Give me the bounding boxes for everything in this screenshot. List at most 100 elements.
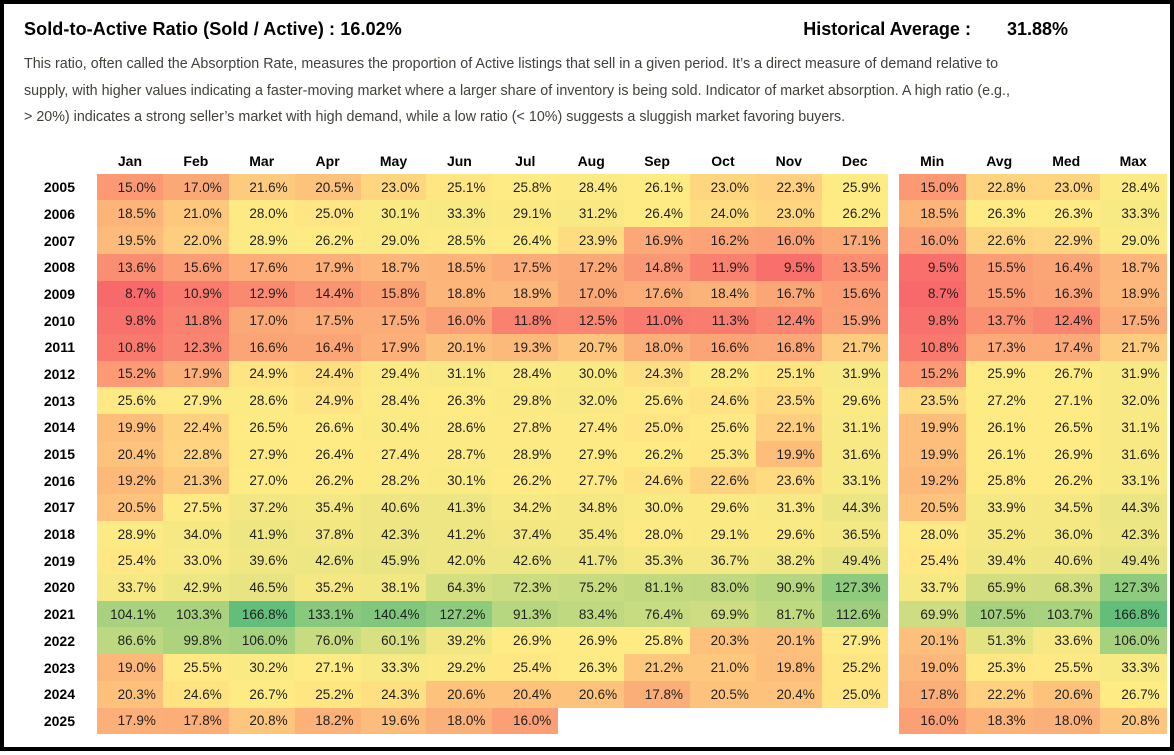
heatmap-cell[interactable]: 42.9% [162, 574, 229, 601]
heatmap-cell[interactable]: 21.2% [624, 654, 691, 681]
heatmap-cell[interactable]: 12.4% [755, 307, 822, 334]
heatmap-cell[interactable]: 64.3% [426, 574, 493, 601]
heatmap-cell[interactable]: 21.0% [690, 654, 756, 681]
heatmap-cell[interactable]: 106.0% [228, 627, 295, 655]
heatmap-cell[interactable]: 31.1% [426, 360, 493, 388]
heatmap-cell[interactable]: 27.5% [162, 494, 229, 521]
heatmap-cell[interactable]: 26.1% [965, 413, 1033, 441]
heatmap-cell[interactable]: 42.3% [1099, 520, 1167, 548]
heatmap-cell[interactable]: 12.5% [558, 307, 625, 334]
heatmap-cell[interactable]: 33.3% [360, 654, 427, 681]
heatmap-cell[interactable]: 30.4% [360, 413, 427, 441]
heatmap-cell[interactable]: 31.9% [821, 360, 888, 388]
heatmap-cell[interactable]: 17.9% [294, 253, 361, 281]
heatmap-cell[interactable]: 8.7% [97, 280, 163, 308]
heatmap-cell[interactable]: 31.3% [755, 494, 822, 521]
heatmap-cell[interactable]: 15.0% [898, 173, 966, 201]
heatmap-cell[interactable]: 17.0% [558, 280, 625, 308]
heatmap-cell[interactable]: 127.3% [821, 574, 888, 601]
heatmap-cell[interactable]: 18.8% [426, 280, 493, 308]
heatmap-cell[interactable]: 12.3% [162, 333, 229, 361]
heatmap-cell[interactable]: 30.1% [426, 467, 493, 495]
heatmap-cell[interactable]: 28.0% [898, 520, 966, 548]
heatmap-cell[interactable]: 16.3% [1032, 280, 1100, 308]
heatmap-cell[interactable]: 18.4% [690, 280, 756, 308]
heatmap-cell[interactable]: 21.0% [162, 200, 229, 228]
heatmap-cell[interactable]: 20.5% [898, 494, 966, 521]
heatmap-cell[interactable]: 19.9% [898, 440, 966, 468]
heatmap-cell[interactable]: 24.6% [690, 387, 756, 414]
row-header-year[interactable]: 2019 [43, 552, 75, 569]
heatmap-cell[interactable]: 44.3% [1099, 494, 1167, 521]
heatmap-cell[interactable]: 37.2% [228, 494, 295, 521]
heatmap-cell[interactable]: 26.9% [558, 627, 625, 655]
heatmap-cell[interactable]: 19.9% [898, 413, 966, 441]
heatmap-cell[interactable]: 86.6% [97, 627, 163, 655]
heatmap-cell[interactable]: 26.4% [294, 440, 361, 468]
heatmap-cell[interactable]: 16.8% [755, 333, 822, 361]
heatmap-cell[interactable]: 18.5% [426, 253, 493, 281]
heatmap-cell[interactable]: 16.6% [228, 333, 295, 361]
heatmap-cell[interactable]: 140.4% [360, 600, 427, 628]
heatmap-cell[interactable]: 42.0% [426, 547, 493, 575]
heatmap-cell[interactable]: 17.8% [898, 680, 966, 708]
heatmap-cell[interactable] [624, 707, 691, 735]
column-header-max[interactable]: Max [1119, 152, 1147, 169]
heatmap-cell[interactable]: 30.1% [360, 200, 427, 228]
heatmap-cell[interactable]: 28.4% [492, 360, 559, 388]
heatmap-cell[interactable]: 22.0% [162, 227, 229, 254]
column-header-sep[interactable]: Sep [644, 152, 670, 169]
heatmap-cell[interactable]: 41.7% [558, 547, 625, 575]
heatmap-cell[interactable] [558, 707, 625, 735]
heatmap-cell[interactable]: 16.4% [1032, 253, 1100, 281]
heatmap-cell[interactable]: 69.9% [898, 600, 966, 628]
heatmap-cell[interactable]: 20.4% [492, 680, 559, 708]
heatmap-cell[interactable]: 26.2% [1032, 467, 1100, 495]
heatmap-cell[interactable]: 33.7% [97, 574, 163, 601]
heatmap-cell[interactable]: 25.5% [162, 654, 229, 681]
heatmap-cell[interactable]: 15.6% [162, 253, 229, 281]
heatmap-cell[interactable]: 10.9% [162, 280, 229, 308]
heatmap-cell[interactable]: 26.1% [965, 440, 1033, 468]
heatmap-cell[interactable]: 29.6% [821, 387, 888, 414]
heatmap-cell[interactable]: 39.2% [426, 627, 493, 655]
heatmap-cell[interactable]: 22.2% [965, 680, 1033, 708]
heatmap-cell[interactable]: 17.5% [360, 307, 427, 334]
heatmap-cell[interactable]: 19.5% [97, 227, 163, 254]
heatmap-cell[interactable]: 29.0% [1099, 227, 1167, 254]
heatmap-cell[interactable]: 75.2% [558, 574, 625, 601]
heatmap-cell[interactable]: 39.6% [228, 547, 295, 575]
heatmap-cell[interactable]: 17.9% [360, 333, 427, 361]
column-header-jan[interactable]: Jan [117, 152, 142, 169]
heatmap-cell[interactable]: 26.1% [624, 173, 691, 201]
heatmap-cell[interactable]: 18.7% [1099, 253, 1167, 281]
heatmap-cell[interactable]: 19.2% [898, 467, 966, 495]
heatmap-cell[interactable]: 16.9% [624, 227, 691, 254]
heatmap-cell[interactable]: 17.8% [624, 680, 691, 708]
heatmap-cell[interactable]: 33.0% [162, 547, 229, 575]
row-header-year[interactable]: 2013 [43, 392, 75, 409]
heatmap-cell[interactable]: 23.0% [1032, 173, 1100, 201]
heatmap-cell[interactable]: 27.7% [558, 467, 625, 495]
heatmap-cell[interactable]: 25.4% [492, 654, 559, 681]
heatmap-cell[interactable]: 20.4% [755, 680, 822, 708]
heatmap-cell[interactable]: 99.8% [162, 627, 229, 655]
heatmap-cell[interactable]: 9.5% [898, 253, 966, 281]
heatmap-cell[interactable]: 35.2% [965, 520, 1033, 548]
heatmap-cell[interactable]: 42.6% [492, 547, 559, 575]
heatmap-cell[interactable]: 28.4% [360, 387, 427, 414]
heatmap-cell[interactable]: 20.6% [558, 680, 625, 708]
heatmap-cell[interactable]: 15.5% [965, 253, 1033, 281]
heatmap-cell[interactable]: 49.4% [821, 547, 888, 575]
heatmap-cell[interactable]: 25.6% [97, 387, 163, 414]
heatmap-cell[interactable]: 11.0% [624, 307, 691, 334]
heatmap-cell[interactable]: 25.9% [965, 360, 1033, 388]
row-header-year[interactable]: 2012 [43, 365, 75, 382]
heatmap-cell[interactable]: 26.7% [1099, 680, 1167, 708]
heatmap-cell[interactable]: 24.3% [360, 680, 427, 708]
heatmap-cell[interactable]: 9.5% [755, 253, 822, 281]
heatmap-cell[interactable]: 17.5% [294, 307, 361, 334]
heatmap-cell[interactable]: 29.1% [690, 520, 756, 548]
heatmap-cell[interactable]: 76.0% [294, 627, 361, 655]
heatmap-cell[interactable]: 17.5% [492, 253, 559, 281]
